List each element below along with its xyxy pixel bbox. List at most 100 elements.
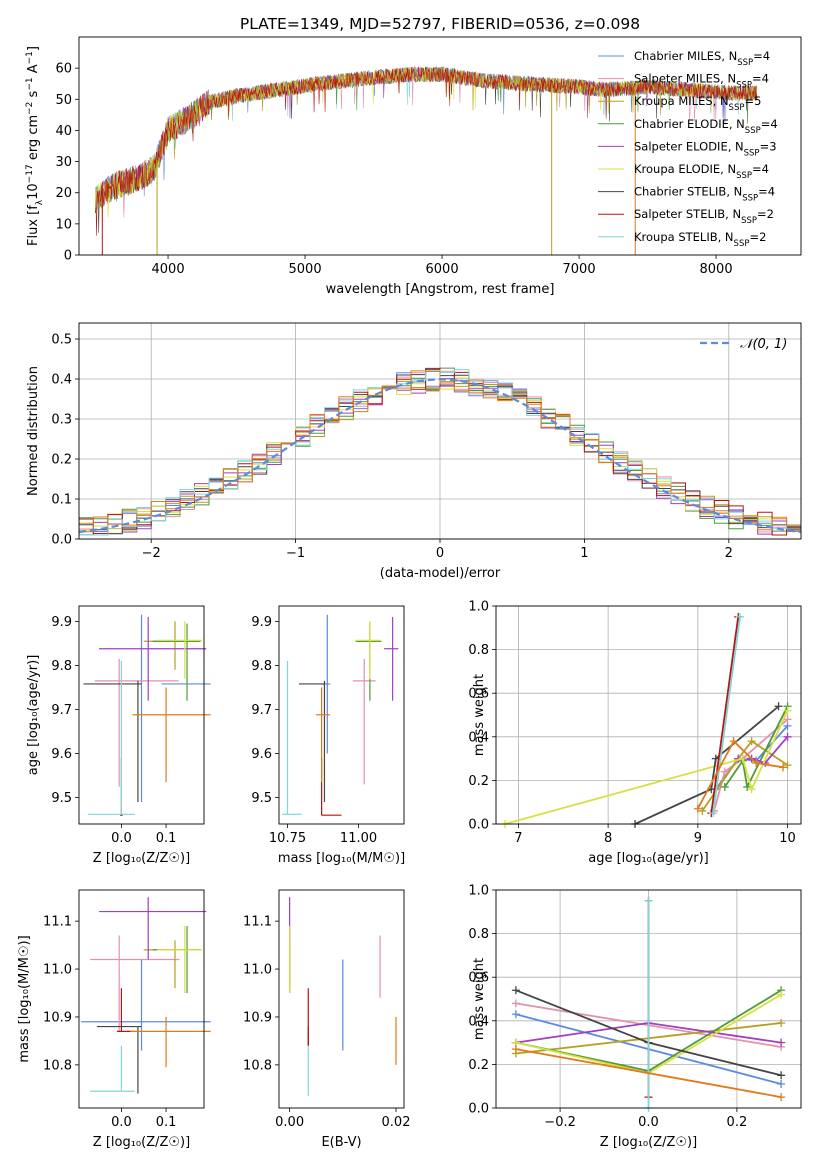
x-tick-label: 0.0 [111,1115,132,1130]
legend-label: Chabrier ELODIE, NSSP=4 [634,117,778,136]
mass-weight-line [710,616,740,814]
legend-label-n: =2 [749,230,766,244]
data-point-marker [511,1010,520,1019]
x-tick-label: 6000 [426,262,459,277]
axes-frame [278,889,405,1109]
axes-frame [78,605,205,825]
data-point-marker [720,767,729,776]
data-point-marker [783,732,792,741]
legend-label-text: Salpeter MILES, N [634,72,736,86]
mass-weight-line [712,616,741,814]
legend-label-text: Chabrier ELODIE, N [634,117,745,131]
figure-title: PLATE=1349, MJD=52797, FIBERID=0536, z=0… [240,15,640,33]
legend-label-sub: SSP [736,81,752,91]
data-point-marker [777,990,786,999]
x-axis-label: Z [log₁₀(Z/Z☉)] [93,851,190,866]
data-point-marker [747,785,756,794]
data-point-marker [743,782,752,791]
y-axis-label-part: s [26,90,41,101]
y-axis-label: Flux [fλ10−17 erg cm−2 s−1 A−1] [25,46,45,246]
panel-mass_vs_Z: 0.0 0.1 10.8 10.9 11.0 11.1 Z [log₁₀(Z/Z☉)] mas… [17,889,211,1150]
data-point-marker [752,758,761,767]
data-point-marker [693,804,702,813]
mass-weight-line [504,710,789,825]
x-tick-label: 10.75 [269,831,306,846]
y-axis-label-part: ] [26,46,41,51]
axes-frame [495,605,802,825]
legend-label-text: Kroupa STELIB, N [634,230,734,244]
mass-weight-line [724,705,789,790]
legend-label-n: =5 [744,94,761,108]
panel-residual_hist: −2 −1 0 1 2 0.0 0.1 0.2 0.3 0.4 0.5 (data-model)/er… [26,322,802,581]
y-tick-label: 0 [64,249,72,264]
axes-frame [78,36,802,256]
histogram-step [79,369,801,536]
axes-frame [78,889,205,1109]
y-tick-label: 9.9 [251,615,272,630]
y-tick-label: 10.8 [43,1058,72,1073]
data-point-marker [511,986,520,995]
data-point-marker [783,715,792,724]
legend-label-n: =4 [752,162,769,176]
data-point-marker [511,999,520,1008]
x-axis-label: wavelength [Angstrom, rest frame] [326,282,555,297]
y-tick-label: 0.8 [468,643,489,658]
y-axis-label: mass weight [472,958,487,1040]
x-tick-label: −0.2 [544,1115,576,1130]
x-axis-label: age [log₁₀(age/yr)] [588,851,709,866]
y-axis-label-part: −2 [25,102,35,115]
y-tick-label: 0.2 [468,774,489,789]
mass-weight-line [515,1048,782,1098]
x-tick-label: 0.1 [156,831,177,846]
x-tick-label: 0.00 [275,1115,304,1130]
data-point-marker [777,1093,786,1102]
data-point-marker [698,806,707,815]
y-tick-label: 9.6 [251,747,272,762]
y-axis-label-part: −1 [25,51,35,64]
x-tick-label: 5000 [289,262,322,277]
y-axis-label-part: −17 [25,164,35,183]
x-tick-label: 0.0 [111,831,132,846]
legend-label: Salpeter ELODIE, NSSP=3 [634,139,777,158]
y-tick-label: 9.6 [51,747,72,762]
data-point-marker [779,763,788,772]
x-axis-label: Z [log₁₀(Z/Z☉)] [93,1135,190,1150]
panel-age_vs_Z: 0.0 0.1 9.5 9.6 9.7 9.8 9.9 Z [log₁₀(Z/Z☉)] age … [26,605,211,866]
y-tick-label: 0.2 [468,1058,489,1073]
spectrum-line [95,66,758,236]
x-axis-label: E(B-V) [321,1135,361,1150]
legend-label: Salpeter MILES, NSSP=4 [634,72,769,91]
y-tick-label: 30 [55,155,72,170]
y-tick-label: 10.9 [243,1010,272,1025]
y-tick-label: 60 [55,62,72,77]
x-tick-label: 7 [514,831,522,846]
y-tick-label: 0.0 [51,533,72,548]
data-point-marker [777,1071,786,1080]
x-tick-label: 0.2 [727,1115,748,1130]
data-point-marker [747,737,756,746]
y-tick-label: 9.7 [251,703,272,718]
mass-weight-line [697,739,784,810]
legend-label-n: =4 [753,49,770,63]
legend-label-n: =4 [758,185,775,199]
data-point-marker [777,1018,786,1027]
y-tick-label: 9.8 [251,659,272,674]
data-point-marker [511,1045,520,1054]
y-tick-label: 0.3 [51,413,72,428]
data-point-marker [738,754,747,763]
legend-label-n: =2 [757,207,774,221]
y-tick-label: 50 [55,93,72,108]
legend-label: Kroupa ELODIE, NSSP=4 [634,162,769,181]
x-axis-label: (data-model)/error [380,566,501,581]
x-tick-label: −2 [142,546,161,561]
y-tick-label: 9.7 [51,703,72,718]
y-tick-label: 0.4 [468,1014,489,1029]
data-point-marker [777,1080,786,1089]
x-tick-label: 8000 [700,262,733,277]
y-tick-label: 0.0 [468,818,489,833]
y-axis-label-part: Flux [f [26,205,41,246]
legend-label-n: =4 [761,117,778,131]
legend-label: Chabrier MILES, NSSP=4 [634,49,770,68]
y-axis-label-part: erg cm [26,115,41,164]
